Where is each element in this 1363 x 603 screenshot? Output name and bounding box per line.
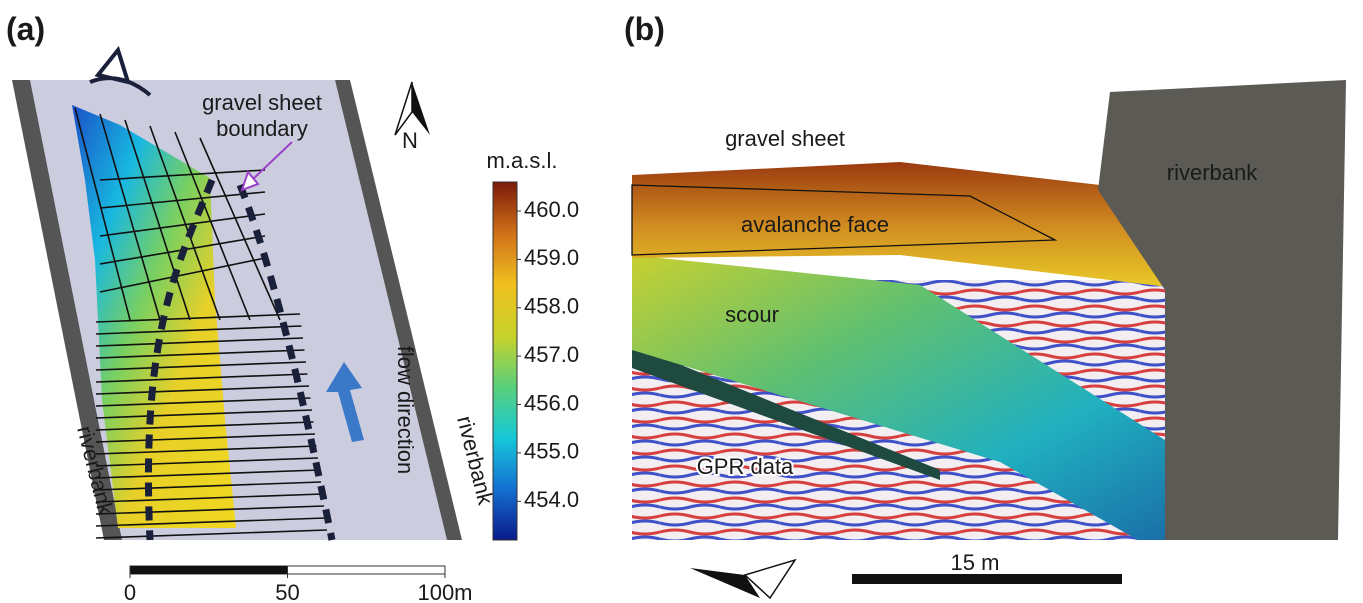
colorbar-title: m.a.s.l. <box>487 148 558 173</box>
annotation: GPR data <box>697 454 794 479</box>
colorbar-tick-label: 456.0 <box>524 390 579 415</box>
annotation: gravel sheet <box>725 126 845 151</box>
north-arrow <box>690 568 760 598</box>
figure: (a) gravel sheet boundary N flow directi… <box>0 0 1363 603</box>
colorbar-tick-label: 460.0 <box>524 197 579 222</box>
colorbar-tick-label: 457.0 <box>524 342 579 367</box>
annotation: boundary <box>216 116 308 141</box>
annotation: scour <box>725 302 779 327</box>
colorbar-tick-label: 458.0 <box>524 294 579 319</box>
colorbar-tick-label: 454.0 <box>524 487 579 512</box>
scale-tick-label: 0 <box>124 580 136 603</box>
annotation: riverbank <box>452 413 498 508</box>
scale-tick-label: 50 <box>275 580 299 603</box>
colorbar-tick-label: 459.0 <box>524 245 579 270</box>
colorbar <box>493 182 517 540</box>
annotation: riverbank <box>1167 160 1258 185</box>
scale-bar <box>852 574 1122 584</box>
panel-label: (a) <box>6 11 45 47</box>
scale-tick-label: 100m <box>417 580 472 603</box>
annotation: avalanche face <box>741 212 889 237</box>
scale-label: 15 m <box>951 550 1000 575</box>
colorbar-tick-label: 455.0 <box>524 439 579 464</box>
panel-label: (b) <box>624 11 665 47</box>
north-label: N <box>402 128 418 153</box>
scale-bar <box>130 566 288 574</box>
annotation: flow direction <box>393 346 418 474</box>
annotation: gravel sheet <box>202 90 322 115</box>
